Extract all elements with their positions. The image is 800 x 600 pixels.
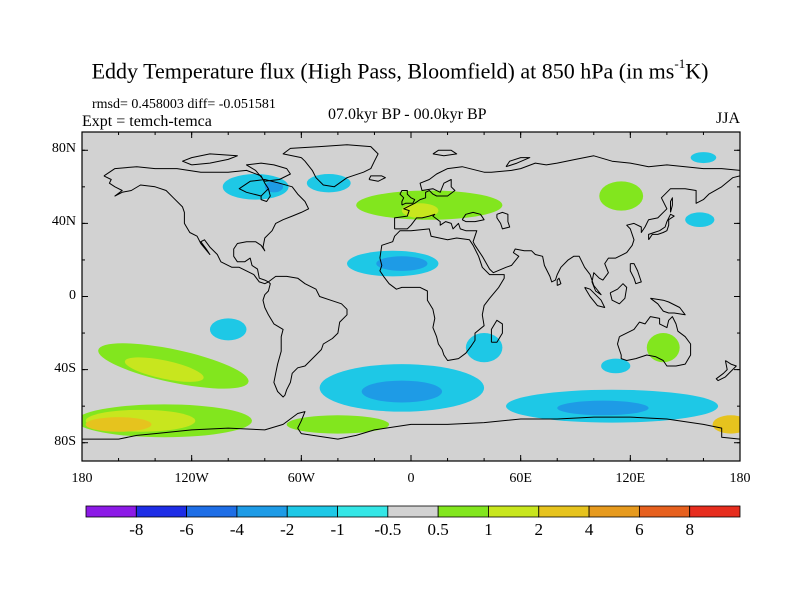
y-tick-label: 80N [51, 141, 76, 157]
colorbar-swatch [85, 505, 137, 518]
caspian-coast [496, 211, 511, 230]
y-tick-label: 40N [51, 214, 76, 230]
colorbar-level-label: 0.5 [427, 520, 449, 539]
colorbar-swatch [689, 505, 741, 518]
colorbar-swatch [538, 505, 590, 518]
southern-ocean-west-orange [85, 417, 152, 432]
south-america-coast [262, 275, 348, 398]
colorbar-level-label: -2 [280, 520, 295, 539]
coastlines [82, 144, 740, 440]
europe-yellow [401, 203, 439, 218]
west-australia-cyan [601, 358, 631, 374]
novaya-zemlya-coast [505, 157, 531, 168]
colorbar-swatch [437, 505, 489, 518]
colorbar-level-label: 1 [484, 520, 493, 539]
africa-coast [379, 228, 505, 361]
british-isles-coast [399, 190, 416, 206]
colorbar-swatch [638, 505, 691, 518]
colorbar-swatch [135, 505, 188, 518]
indonesia-coast [584, 286, 606, 308]
east-pacific-cyan [209, 318, 247, 341]
colorbar-level-label: -6 [179, 520, 194, 539]
antarctica-coast [82, 411, 740, 440]
japan-coast [648, 213, 675, 241]
siberia-green [599, 181, 644, 211]
hudson-coast-east [260, 188, 271, 202]
black-sea-coast [461, 211, 485, 223]
colorbar [85, 505, 741, 518]
australia-green [646, 333, 680, 363]
x-tick-label: 60W [287, 471, 315, 486]
colorbar-swatch [236, 505, 288, 518]
new-zealand-coast [715, 360, 737, 382]
colorbar-swatch [588, 505, 640, 518]
x-tick-label: 60E [509, 471, 532, 486]
period-label: 07.0kyr BP - 00.0kyr BP [328, 106, 487, 123]
y-tick-label: 40S [54, 360, 76, 376]
southern-indian-blue [557, 400, 649, 416]
colorbar-swatch [286, 505, 338, 518]
colorbar-level-label: -0.5 [374, 520, 402, 539]
chart-title: Eddy Temperature flux (High Pass, Bloomf… [91, 56, 709, 84]
labrador-cyan [306, 174, 351, 193]
experiment-label: Expt = temch-temca [82, 113, 212, 130]
arctic-islands-coast [182, 153, 238, 166]
colorbar-swatch [337, 505, 389, 518]
colorbar-level-label: -4 [229, 520, 244, 539]
colorbar-swatch [186, 505, 238, 518]
colorbar-swatch [488, 505, 540, 518]
southeast-africa-cyan [465, 333, 503, 363]
baffin-coast [246, 162, 291, 182]
sri-lanka-coast [556, 277, 562, 286]
svalbard-coast [432, 149, 458, 157]
sakhalin-coast [670, 197, 673, 213]
season-label: JJA [716, 110, 741, 127]
colorbar-level-label: 6 [635, 520, 644, 539]
anomaly-fields [82, 132, 740, 461]
north-america-coast [103, 166, 310, 285]
colorbar-level-label: 4 [584, 520, 594, 539]
x-tick-label: 0 [407, 471, 415, 486]
north-pacific-cyan [685, 212, 715, 228]
colorbar-level-label: -1 [330, 520, 345, 539]
y-tick-label: 80S [54, 433, 76, 449]
new-guinea-coast [650, 297, 686, 316]
x-tick-label: 180 [729, 471, 751, 486]
colorbar-level-label: 2 [534, 520, 544, 539]
x-tick-label: 120W [174, 471, 209, 486]
taiwan-philippines-coast [629, 263, 642, 285]
colorbar-level-label: 8 [685, 520, 694, 539]
borneo-coast [609, 283, 628, 305]
south-pacific-east-orange [712, 415, 740, 434]
y-tick-label: 0 [69, 287, 76, 303]
tropical-atlantic-blue [376, 256, 428, 271]
south-atlantic-blue [361, 380, 443, 403]
australia-coast [617, 316, 692, 367]
south-pacific-band-yellow [124, 357, 204, 382]
weddell-sea-green [286, 415, 390, 434]
madagascar-coast [490, 319, 503, 343]
x-tick-label: 180 [71, 471, 93, 486]
eurasia-coast [394, 155, 740, 296]
colorbar-level-label: -8 [129, 520, 144, 539]
arctic-cyan [690, 152, 717, 164]
iceland-coast [368, 175, 386, 182]
greenland-coast [282, 144, 379, 188]
x-tick-label: 120E [615, 471, 646, 486]
axis-ticks [81, 132, 741, 461]
canada-blue [264, 181, 284, 193]
colorbar-swatch [387, 505, 439, 518]
rmsd-diff-stats: rmsd= 0.458003 diff= -0.051581 [92, 97, 276, 112]
